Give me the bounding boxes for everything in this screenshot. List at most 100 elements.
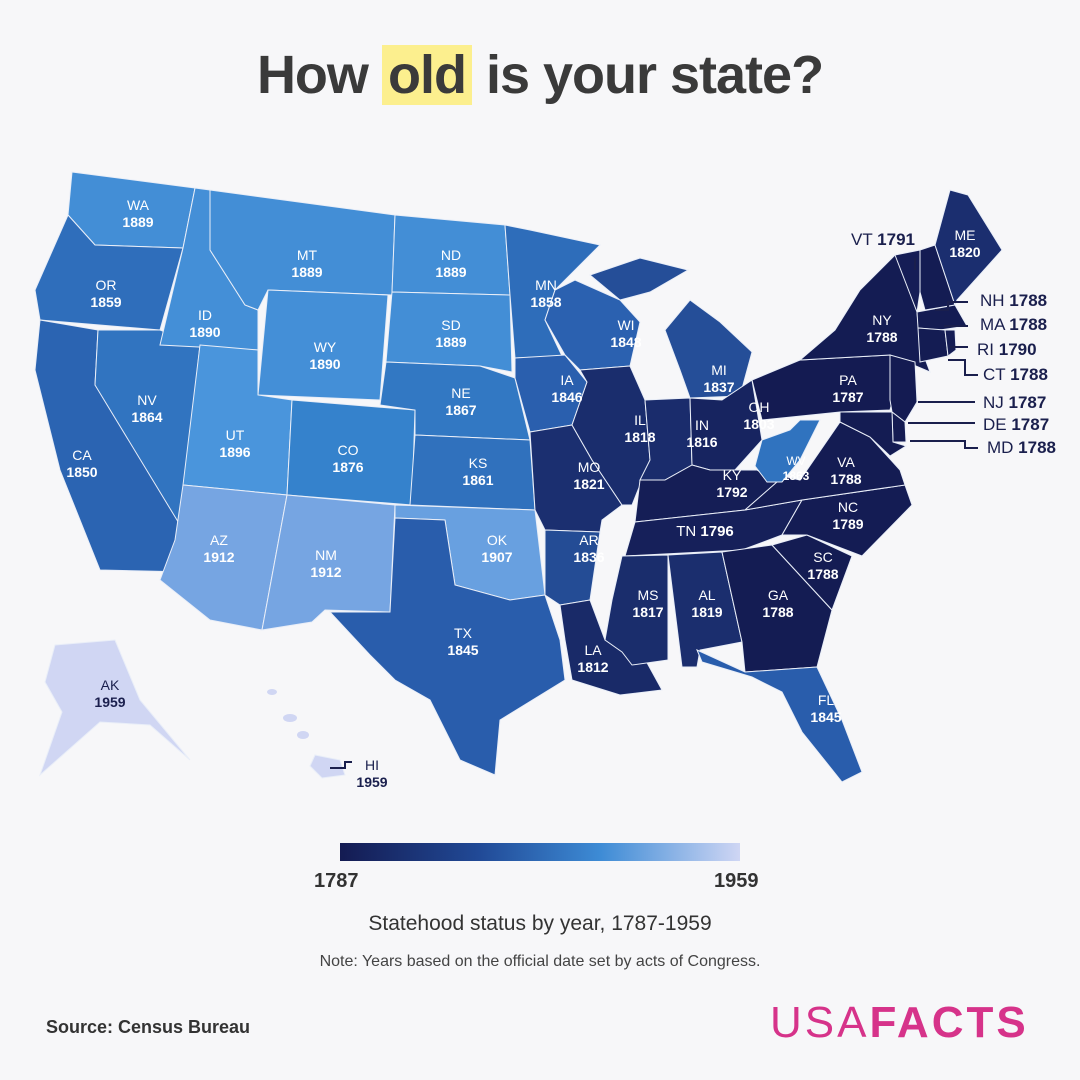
state-year: 1788 bbox=[1010, 365, 1048, 384]
state-va[interactable] bbox=[743, 421, 906, 511]
state-fl[interactable] bbox=[696, 649, 863, 783]
state-year: 1816 bbox=[686, 434, 717, 450]
state-abbr: MT bbox=[297, 247, 318, 263]
state-abbr: WV bbox=[786, 454, 805, 468]
state-abbr: NY bbox=[872, 312, 892, 328]
state-hi-island bbox=[283, 714, 297, 722]
state-year: 1845 bbox=[447, 642, 478, 658]
state-abbr: LA bbox=[584, 642, 602, 658]
state-tx[interactable] bbox=[328, 517, 566, 776]
state-la[interactable] bbox=[559, 599, 663, 696]
state-year: 1959 bbox=[94, 694, 125, 710]
state-year: 1788 bbox=[1009, 315, 1047, 334]
state-year: 1817 bbox=[632, 604, 663, 620]
state-wy[interactable] bbox=[257, 289, 389, 401]
state-abbr: PA bbox=[839, 372, 857, 388]
state-abbr: NJ bbox=[983, 393, 1009, 412]
state-year: 1889 bbox=[435, 264, 466, 280]
state-hi[interactable] bbox=[309, 754, 346, 779]
us-map: WA1889OR1859CA1850NV1864ID1890MT1889WY18… bbox=[34, 171, 1056, 790]
state-ct[interactable] bbox=[917, 327, 949, 363]
note: Note: Years based on the official date s… bbox=[319, 953, 761, 970]
state-nj[interactable] bbox=[889, 354, 918, 423]
legend-min: 1787 bbox=[314, 870, 359, 892]
state-abbr: CA bbox=[72, 447, 92, 463]
state-abbr: NC bbox=[838, 499, 858, 515]
state-abbr: ID bbox=[198, 307, 212, 323]
state-abbr: NM bbox=[315, 547, 337, 563]
state-sc[interactable] bbox=[771, 534, 853, 611]
state-abbr: WA bbox=[127, 197, 150, 213]
state-abbr: SC bbox=[813, 549, 832, 565]
state-year: 1890 bbox=[309, 356, 340, 372]
state-year: 1864 bbox=[131, 409, 162, 425]
state-year: 1821 bbox=[573, 476, 604, 492]
state-abbr: VT bbox=[851, 230, 877, 249]
state-label-ct: CT 1788 bbox=[983, 365, 1048, 384]
state-label-ri: RI 1790 bbox=[977, 340, 1037, 359]
state-ri[interactable] bbox=[944, 329, 957, 357]
state-year: 1896 bbox=[219, 444, 250, 460]
state-year: 1850 bbox=[66, 464, 97, 480]
state-shapes bbox=[34, 171, 1003, 783]
state-year: 1787 bbox=[1011, 415, 1049, 434]
state-abbr: MD bbox=[987, 438, 1018, 457]
state-year: 1907 bbox=[481, 549, 512, 565]
state-abbr: KS bbox=[469, 455, 488, 471]
state-year: 1796 bbox=[700, 523, 733, 540]
state-abbr: CO bbox=[338, 442, 359, 458]
usafacts-logo: USAFACTS bbox=[770, 998, 1029, 1047]
state-il[interactable] bbox=[571, 365, 651, 506]
state-year: 1788 bbox=[830, 471, 861, 487]
state-pa[interactable] bbox=[751, 354, 901, 421]
state-year: 1889 bbox=[291, 264, 322, 280]
state-year: 1912 bbox=[310, 564, 341, 580]
state-year: 1791 bbox=[877, 230, 915, 249]
state-label-nh: NH 1788 bbox=[980, 291, 1047, 310]
state-year: 1861 bbox=[462, 472, 493, 488]
state-abbr: AL bbox=[698, 587, 715, 603]
state-sd[interactable] bbox=[385, 291, 513, 373]
state-year: 1788 bbox=[1009, 291, 1047, 310]
legend-title: Statehood status by year, 1787-1959 bbox=[368, 912, 712, 935]
state-year: 1788 bbox=[1018, 438, 1056, 457]
state-abbr: HI bbox=[365, 757, 379, 773]
state-abbr: KY bbox=[723, 467, 742, 483]
state-year: 1788 bbox=[762, 604, 793, 620]
state-ms[interactable] bbox=[604, 554, 669, 666]
state-year: 1790 bbox=[999, 340, 1037, 359]
state-label-tn: TN 1796 bbox=[676, 523, 734, 540]
title-text: How bbox=[256, 45, 369, 105]
state-label-nj: NJ 1787 bbox=[983, 393, 1046, 412]
state-year: 1859 bbox=[90, 294, 121, 310]
state-year: 1867 bbox=[445, 402, 476, 418]
state-abbr: RI bbox=[977, 340, 999, 359]
state-abbr: VA bbox=[837, 454, 855, 470]
state-abbr: IA bbox=[560, 372, 574, 388]
state-mi[interactable] bbox=[588, 257, 690, 301]
state-abbr: MI bbox=[711, 362, 727, 378]
state-mi[interactable] bbox=[664, 299, 753, 399]
state-year: 1837 bbox=[703, 379, 734, 395]
state-abbr: OH bbox=[749, 399, 770, 415]
state-year: 1889 bbox=[435, 334, 466, 350]
state-year: 1836 bbox=[573, 549, 604, 565]
source: Source: Census Bureau bbox=[46, 1017, 251, 1037]
state-labels: WA1889OR1859CA1850NV1864ID1890MT1889WY18… bbox=[66, 197, 1056, 790]
state-abbr: OK bbox=[487, 532, 508, 548]
state-ak[interactable] bbox=[38, 639, 191, 777]
state-abbr: FL bbox=[818, 692, 835, 708]
state-abbr: NE bbox=[451, 385, 470, 401]
state-year: 1848 bbox=[610, 334, 641, 350]
state-label-md: MD 1788 bbox=[987, 438, 1056, 457]
legend-gradient bbox=[340, 843, 740, 861]
state-abbr: GA bbox=[768, 587, 789, 603]
state-year: 1912 bbox=[203, 549, 234, 565]
state-year: 1788 bbox=[807, 566, 838, 582]
state-wv[interactable] bbox=[754, 419, 821, 483]
state-hi-island bbox=[267, 689, 277, 695]
state-md[interactable] bbox=[839, 411, 908, 457]
state-label-de: DE 1787 bbox=[983, 415, 1049, 434]
state-year: 1787 bbox=[832, 389, 863, 405]
state-year: 1845 bbox=[810, 709, 841, 725]
